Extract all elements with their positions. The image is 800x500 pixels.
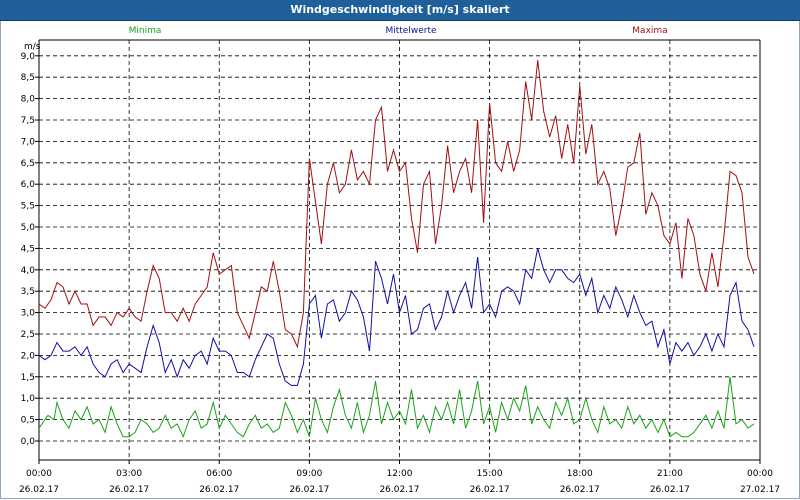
y-tick-label: 6,0 — [21, 180, 36, 190]
y-tick-label: 0,0 — [21, 437, 36, 447]
y-tick-label: 1,0 — [21, 394, 36, 404]
y-tick-label: 6,5 — [21, 159, 35, 169]
y-tick-label: 9,0 — [21, 52, 36, 62]
x-tick-time: 03:00 — [116, 469, 142, 479]
x-tick-time: 15:00 — [477, 469, 503, 479]
y-tick-labels: 0,0 0,5 1,0 1,5 2,0 2,5 3,0 3,5 4,0 4,5 5,0 5,5 6,0 6… — [21, 52, 39, 447]
legend: Minima Mittelwerte Maxima — [129, 26, 668, 36]
window-title: Windgeschwindigkeit [m/s] skaliert — [290, 3, 510, 16]
x-tick-date: 26.02.17 — [109, 485, 149, 495]
x-tick-time: 00:00 — [26, 469, 52, 479]
x-tick-time: 00:00 — [747, 469, 773, 479]
y-tick-label: 7,5 — [21, 116, 35, 126]
series-line-minima — [38, 376, 755, 439]
y-tick-label: 3,0 — [21, 309, 36, 319]
y-tick-label: 2,5 — [21, 330, 35, 340]
y-tick-label: 8,5 — [21, 73, 35, 83]
x-tick-date: 26.02.17 — [650, 485, 690, 495]
x-tick-time: 06:00 — [206, 469, 232, 479]
x-tick-date: 27.02.17 — [740, 485, 780, 495]
y-tick-label: 3,5 — [21, 287, 35, 297]
series-lines — [38, 60, 755, 439]
window-titlebar: Windgeschwindigkeit [m/s] skaliert — [0, 0, 800, 21]
x-tick-time: 18:00 — [567, 469, 593, 479]
y-tick-label: 5,0 — [21, 223, 36, 233]
x-tick-time: 09:00 — [296, 469, 322, 479]
y-axis-label: m/s — [24, 42, 41, 52]
x-tick-time: 12:00 — [387, 469, 413, 479]
x-tick-date: 26.02.17 — [470, 485, 510, 495]
x-tick-labels: 00:00 26.02.17 03:00 26.02.17 06:00 26.02.17 0… — [19, 460, 780, 495]
x-tick-date: 26.02.17 — [199, 485, 239, 495]
x-tick-date: 26.02.17 — [19, 485, 59, 495]
y-tick-label: 4,0 — [21, 266, 36, 276]
x-tick-date: 26.02.17 — [379, 485, 419, 495]
series-line-maxima — [38, 60, 755, 349]
y-tick-label: 1,5 — [21, 373, 35, 383]
series-line-mittelwerte — [38, 248, 755, 386]
x-tick-date: 26.02.17 — [289, 485, 329, 495]
legend-entry-minima: Minima — [129, 26, 162, 36]
x-tick-date: 26.02.17 — [560, 485, 600, 495]
legend-entry-mittelwerte: Mittelwerte — [385, 26, 436, 36]
y-tick-label: 7,0 — [21, 137, 36, 147]
y-tick-label: 0,5 — [21, 416, 35, 426]
y-tick-label: 8,0 — [21, 95, 36, 105]
y-tick-label: 4,5 — [21, 244, 35, 254]
legend-entry-maxima: Maxima — [632, 26, 667, 36]
y-tick-label: 5,5 — [21, 202, 35, 212]
grid — [39, 40, 760, 460]
x-tick-time: 21:00 — [657, 469, 683, 479]
y-tick-label: 2,0 — [21, 351, 36, 361]
